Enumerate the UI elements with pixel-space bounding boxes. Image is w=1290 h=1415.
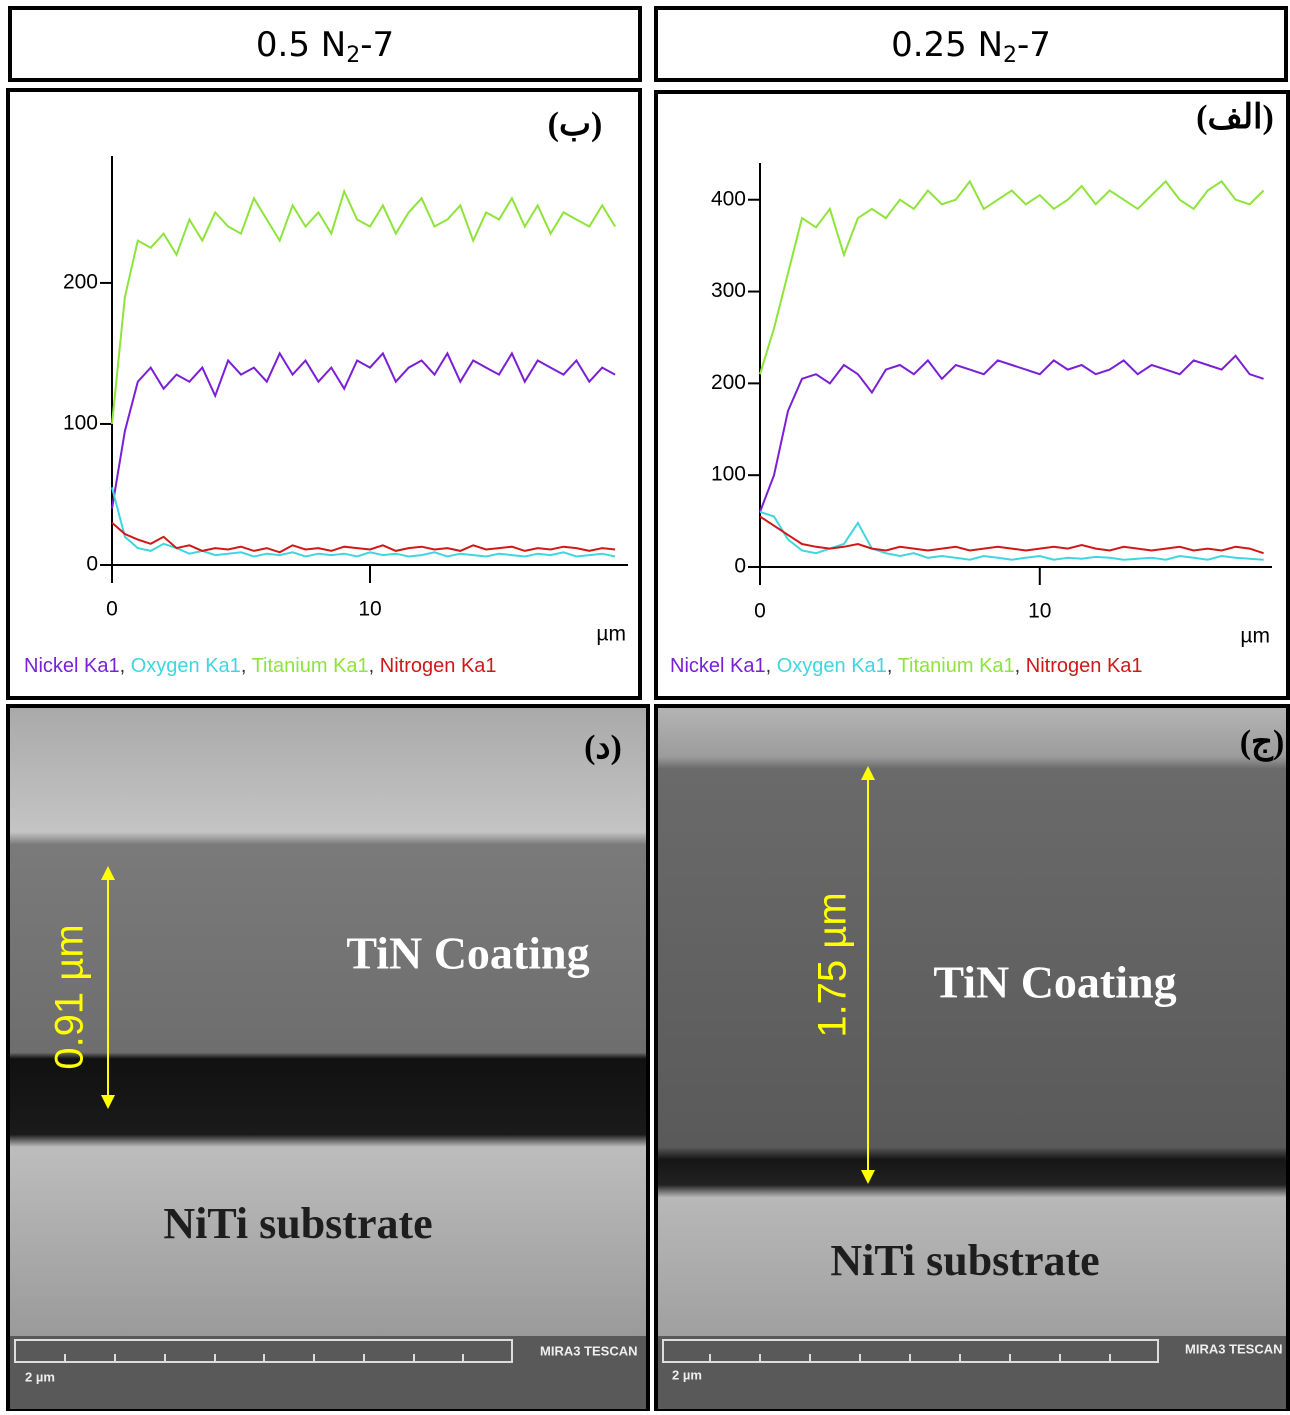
header: 0.5 N2-7	[256, 25, 394, 69]
brand: MIRA3 TESCAN	[540, 1343, 638, 1358]
header-text: -7	[1017, 25, 1051, 65]
legend-separator: ,	[887, 655, 898, 677]
coating-label: TiN Coating	[933, 957, 1176, 1008]
legend-separator: ,	[766, 655, 777, 677]
x-axis-label: µm	[596, 623, 626, 646]
figure: 0.5 N2-7 0.25 N2-7 0.91 µm TiN Coating N…	[0, 0, 1290, 1411]
thickness: 1.75 µm	[811, 892, 855, 1037]
sem-image: 0.91 µm TiN Coating NiTi substrate (د) M…	[8, 706, 648, 1411]
legend-entry: Nickel Ka1	[24, 655, 120, 677]
legend: Nickel Ka1, Oxygen Ka1, Titanium Ka1, Ni…	[24, 655, 497, 677]
x-tick-label: 0	[106, 598, 118, 621]
legend-entry: Titanium Ka1	[898, 655, 1015, 677]
scale-label: 2 µm	[672, 1367, 702, 1382]
legend-entry: Titanium Ka1	[252, 655, 369, 677]
legend-entry: Oxygen Ka1	[777, 655, 887, 677]
x-tick-label: 10	[1028, 600, 1051, 623]
header-sub: 2	[1003, 43, 1017, 68]
legend-separator: ,	[1015, 655, 1026, 677]
y-tick-label: 100	[63, 412, 98, 435]
y-tick-label: 300	[711, 279, 746, 302]
legend-separator: ,	[241, 655, 252, 677]
y-tick-label: 100	[711, 463, 746, 486]
y-tick-label: 0	[734, 555, 746, 578]
sem-image: 1.75 µm TiN Coating NiTi substrate (ج) M…	[656, 706, 1290, 1411]
chart-panel	[8, 90, 640, 698]
legend-separator: ,	[120, 655, 131, 677]
header: 0.25 N2-7	[891, 25, 1051, 69]
header-text: 0.25 N	[891, 25, 1003, 65]
y-tick-label: 400	[711, 187, 746, 210]
legend-entry: Nitrogen Ka1	[380, 655, 497, 677]
x-tick-label: 0	[754, 600, 766, 623]
legend-entry: Nitrogen Ka1	[1026, 655, 1143, 677]
y-tick-label: 200	[711, 371, 746, 394]
x-tick-label: 10	[358, 598, 381, 621]
y-tick-label: 200	[63, 270, 98, 293]
legend: Nickel Ka1, Oxygen Ka1, Titanium Ka1, Ni…	[670, 655, 1143, 677]
panel-label: (د)	[584, 729, 622, 766]
x-axis-label: µm	[1240, 625, 1270, 648]
y-tick-label: 0	[86, 553, 98, 576]
panel-label: (ب)	[548, 106, 603, 143]
chart-panel	[656, 92, 1288, 698]
panel-label: (ج)	[1240, 724, 1285, 762]
header-sub: 2	[346, 43, 360, 68]
brand: MIRA3 TESCAN	[1185, 1341, 1283, 1356]
substrate-label: NiTi substrate	[163, 1199, 432, 1248]
coating-label: TiN Coating	[346, 928, 589, 979]
legend-separator: ,	[369, 655, 380, 677]
legend-entry: Nickel Ka1	[670, 655, 766, 677]
thickness: 0.91 µm	[48, 924, 92, 1069]
legend-entry: Oxygen Ka1	[131, 655, 241, 677]
header-text: -7	[360, 25, 394, 65]
panel-label: (الف)	[1196, 99, 1274, 136]
scale-label: 2 µm	[25, 1369, 55, 1384]
header-text: 0.5 N	[256, 25, 346, 65]
substrate-label: NiTi substrate	[830, 1236, 1099, 1285]
